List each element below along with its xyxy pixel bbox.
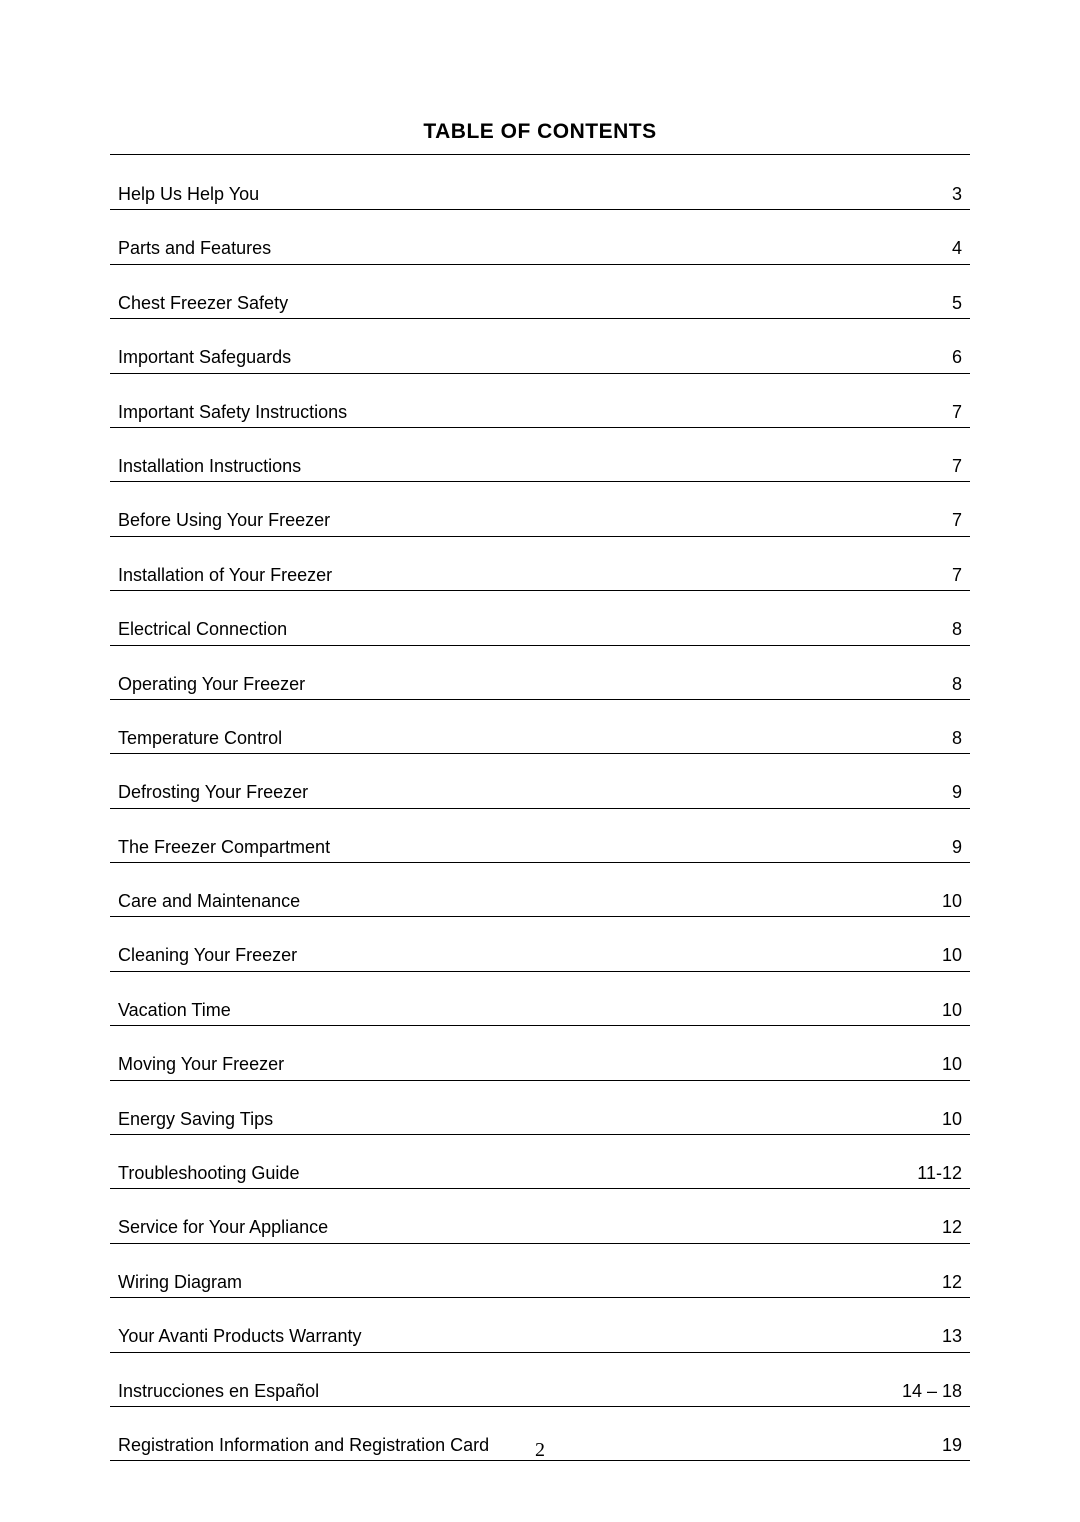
toc-entry-page: 11-12 [902, 1162, 962, 1185]
toc-entry-page: 10 [902, 999, 962, 1022]
toc-entry-page: 10 [902, 890, 962, 913]
toc-entry-page: 9 [902, 836, 962, 859]
toc-entry-page: 14 – 18 [902, 1380, 962, 1403]
page-number: 2 [0, 1439, 1080, 1462]
toc-row: Electrical Connection 8 [110, 618, 970, 645]
toc-row: Troubleshooting Guide 11-12 [110, 1162, 970, 1189]
toc-entry-page: 13 [902, 1325, 962, 1348]
toc-entry-label: Vacation Time [118, 999, 231, 1022]
toc-row: The Freezer Compartment 9 [110, 836, 970, 863]
toc-entry-page: 10 [902, 944, 962, 967]
toc-entry-page: 7 [902, 564, 962, 587]
toc-entry-label: Cleaning Your Freezer [118, 944, 297, 967]
toc-entry-label: Service for Your Appliance [118, 1216, 328, 1239]
toc-entry-page: 12 [902, 1216, 962, 1239]
toc-row: Before Using Your Freezer 7 [110, 509, 970, 536]
toc-row: Operating Your Freezer 8 [110, 673, 970, 700]
toc-entry-label: Chest Freezer Safety [118, 292, 288, 315]
toc-row: Instrucciones en Español 14 – 18 [110, 1380, 970, 1407]
toc-row: Care and Maintenance 10 [110, 890, 970, 917]
toc-row: Defrosting Your Freezer 9 [110, 781, 970, 808]
toc-entry-label: Important Safeguards [118, 346, 291, 369]
toc-entry-page: 10 [902, 1108, 962, 1131]
title-underline [110, 154, 970, 155]
toc-row: Cleaning Your Freezer 10 [110, 944, 970, 971]
toc-entry-label: Energy Saving Tips [118, 1108, 273, 1131]
toc-row: Installation of Your Freezer 7 [110, 564, 970, 591]
toc-entry-label: Instrucciones en Español [118, 1380, 319, 1403]
toc-entry-label: Troubleshooting Guide [118, 1162, 299, 1185]
toc-entry-page: 6 [902, 346, 962, 369]
toc-entry-label: Installation of Your Freezer [118, 564, 332, 587]
toc-entry-page: 10 [902, 1053, 962, 1076]
toc-row: Wiring Diagram 12 [110, 1271, 970, 1298]
toc-entry-label: Parts and Features [118, 237, 271, 260]
toc-entry-page: 7 [902, 509, 962, 532]
toc-entry-page: 8 [902, 618, 962, 641]
toc-entry-label: Installation Instructions [118, 455, 301, 478]
toc-entry-label: Defrosting Your Freezer [118, 781, 308, 804]
toc-entry-page: 12 [902, 1271, 962, 1294]
toc-entry-page: 7 [902, 455, 962, 478]
toc-row: Help Us Help You 3 [110, 183, 970, 210]
page-container: TABLE OF CONTENTS Help Us Help You 3 Parts… [0, 0, 1080, 1461]
toc-entry-label: Care and Maintenance [118, 890, 300, 913]
toc-entry-page: 8 [902, 727, 962, 750]
toc-entry-label: Your Avanti Products Warranty [118, 1325, 361, 1348]
toc-entry-page: 9 [902, 781, 962, 804]
toc-row: Important Safety Instructions 7 [110, 401, 970, 428]
toc-row: Moving Your Freezer 10 [110, 1053, 970, 1080]
toc-row: Service for Your Appliance 12 [110, 1216, 970, 1243]
toc-row: Vacation Time 10 [110, 999, 970, 1026]
toc-entry-label: Wiring Diagram [118, 1271, 242, 1294]
toc-row: Installation Instructions 7 [110, 455, 970, 482]
toc-title: TABLE OF CONTENTS [110, 120, 970, 144]
toc-entry-label: Operating Your Freezer [118, 673, 305, 696]
toc-entry-label: Temperature Control [118, 727, 282, 750]
toc-list: Help Us Help You 3 Parts and Features 4 Ches… [110, 183, 970, 1461]
toc-row: Important Safeguards 6 [110, 346, 970, 373]
toc-entry-page: 7 [902, 401, 962, 424]
toc-entry-page: 3 [902, 183, 962, 206]
toc-row: Temperature Control 8 [110, 727, 970, 754]
toc-entry-page: 5 [902, 292, 962, 315]
toc-entry-label: Electrical Connection [118, 618, 287, 641]
toc-row: Parts and Features 4 [110, 237, 970, 264]
toc-entry-label: Important Safety Instructions [118, 401, 347, 424]
toc-row: Energy Saving Tips 10 [110, 1108, 970, 1135]
toc-entry-page: 4 [902, 237, 962, 260]
toc-entry-page: 8 [902, 673, 962, 696]
toc-entry-label: The Freezer Compartment [118, 836, 330, 859]
toc-entry-label: Help Us Help You [118, 183, 259, 206]
toc-entry-label: Moving Your Freezer [118, 1053, 284, 1076]
toc-row: Chest Freezer Safety 5 [110, 292, 970, 319]
toc-row: Your Avanti Products Warranty 13 [110, 1325, 970, 1352]
toc-entry-label: Before Using Your Freezer [118, 509, 330, 532]
